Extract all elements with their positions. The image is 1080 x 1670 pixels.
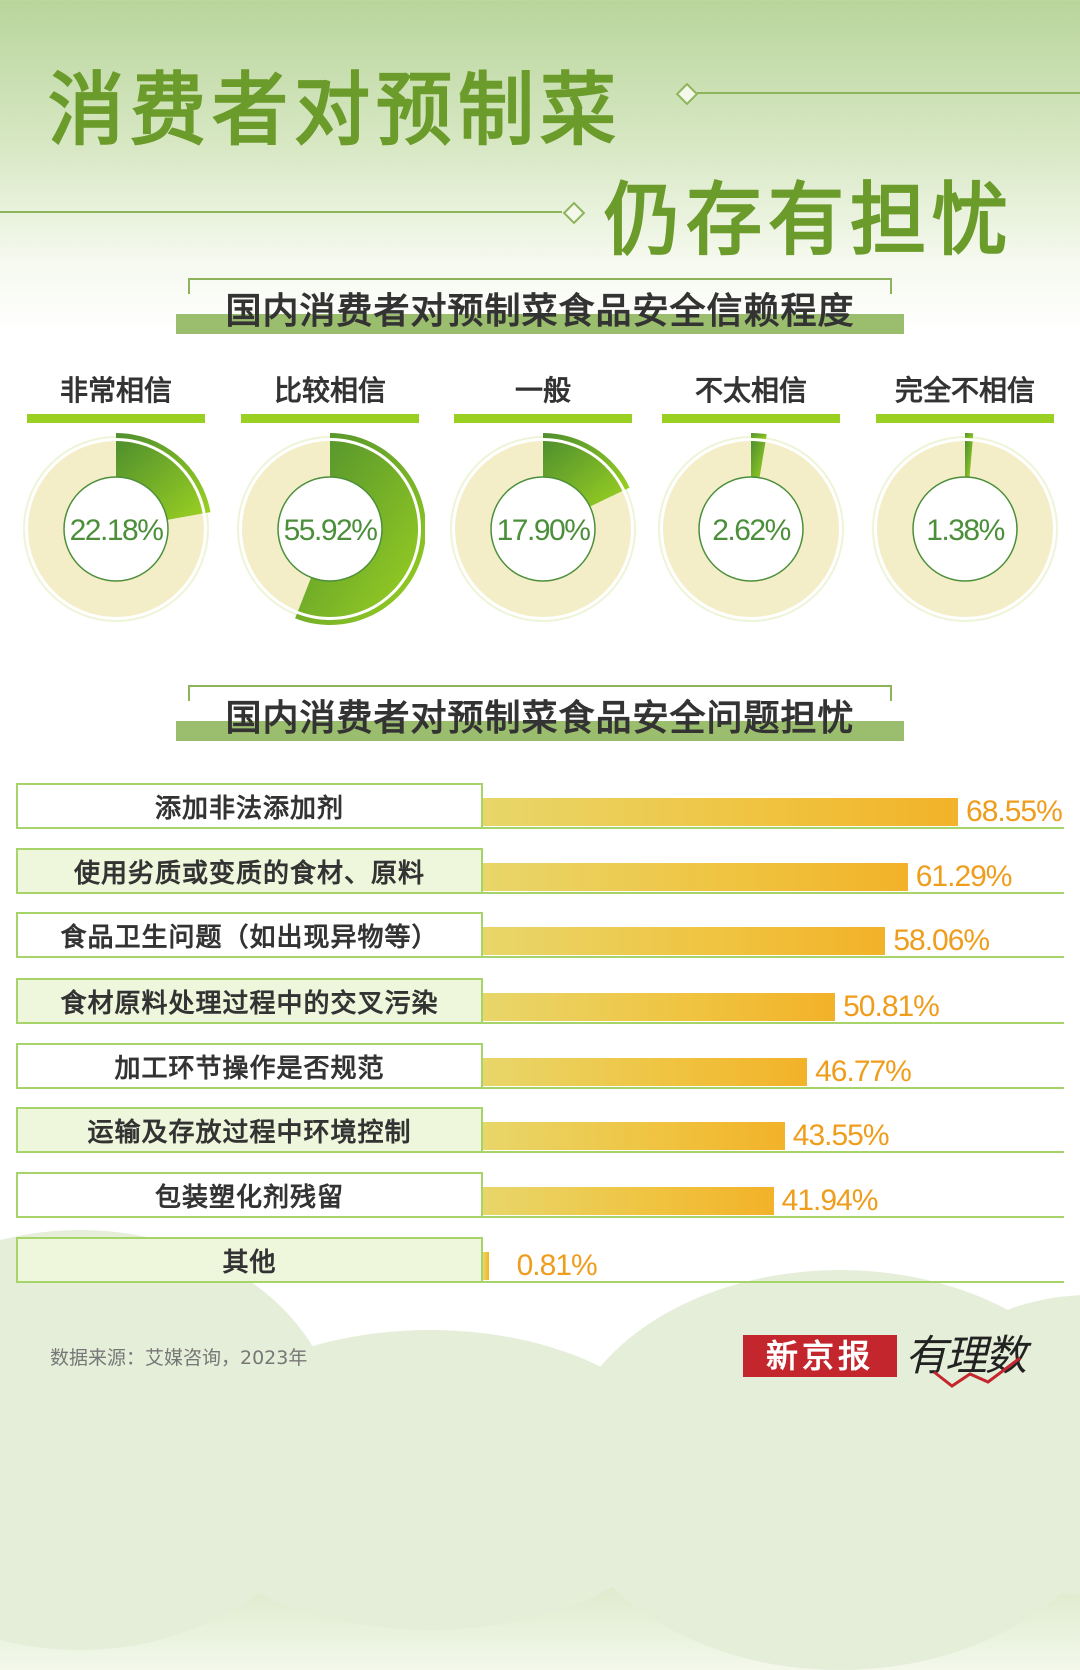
bar-baseline [481, 892, 1064, 894]
bar-fill [483, 1252, 489, 1280]
trust-donut-item: 完全不相信 1.38% [870, 372, 1060, 627]
bar-value: 0.81% [516, 1249, 598, 1282]
diamond-icon [675, 82, 699, 106]
bar-value: 50.81% [843, 990, 940, 1023]
donut-ring: 1.38% [872, 433, 1058, 622]
bar-category-label: 加工环节操作是否规范 [16, 1043, 483, 1089]
bar-baseline [481, 956, 1064, 958]
donut-ring: 17.90% [450, 433, 636, 622]
bar-category-label: 添加非法添加剂 [16, 783, 483, 829]
bar-row: 加工环节操作是否规范 46.77% [16, 1043, 1064, 1089]
bar-fill [483, 927, 886, 955]
title-line-2: 仍存有担忧 [604, 173, 1014, 267]
data-source: 数据来源：艾媒咨询，2023年 [50, 1347, 308, 1369]
bar-fill [483, 993, 836, 1021]
bar-fill [483, 863, 908, 891]
bar-value: 41.94% [781, 1184, 879, 1217]
bar-value: 61.29% [915, 860, 1013, 893]
trend-line-icon [933, 1356, 1021, 1388]
donut-label: 非常相信 [59, 374, 172, 407]
donut-label-underline [454, 414, 632, 423]
section-title-text: 国内消费者对预制菜食品安全问题担忧 [225, 698, 855, 739]
trust-donut-item: 比较相信 55.92% [235, 372, 425, 627]
bar-baseline [481, 1022, 1064, 1024]
bar-category-label: 运输及存放过程中环境控制 [16, 1107, 483, 1153]
bar-fill [483, 798, 959, 826]
donut-value: 2.62% [712, 514, 790, 547]
bar-fill [483, 1187, 774, 1215]
logo-youlishu: 有理数 [905, 1331, 1027, 1380]
bar-row: 其他 0.81% [16, 1237, 1064, 1283]
bar-value: 43.55% [792, 1119, 890, 1152]
donut-label-underline [27, 414, 205, 423]
trust-donut-item: 不太相信 2.62% [656, 372, 846, 627]
section-title-concerns: 国内消费者对预制菜食品安全问题担忧 [176, 685, 904, 741]
donut-ring: 2.62% [658, 433, 844, 622]
bar-row: 运输及存放过程中环境控制 43.55% [16, 1107, 1064, 1153]
bar-category-label: 食材原料处理过程中的交叉污染 [16, 978, 483, 1024]
section-title-bracket [188, 685, 892, 701]
bar-baseline [481, 1216, 1064, 1218]
donut-ring: 55.92% [237, 433, 425, 625]
bar-category-label: 使用劣质或变质的食材、原料 [16, 848, 483, 894]
donut-label: 不太相信 [694, 374, 807, 407]
donut-value: 1.38% [926, 514, 1004, 547]
bar-row: 食材原料处理过程中的交叉污染 50.81% [16, 978, 1064, 1024]
donut-label-underline [241, 414, 419, 423]
bar-row: 添加非法添加剂 68.55% [16, 783, 1064, 829]
donut-value: 17.90% [497, 514, 591, 547]
section-title-text: 国内消费者对预制菜食品安全信赖程度 [225, 291, 855, 332]
diamond-icon [562, 201, 586, 225]
title-line-1: 消费者对预制菜 [48, 63, 622, 157]
bar-category-label: 食品卫生问题（如出现异物等） [16, 912, 483, 958]
bar-baseline [481, 1151, 1064, 1153]
bar-fill [483, 1122, 785, 1150]
bar-value: 58.06% [893, 924, 990, 957]
bar-value: 68.55% [966, 795, 1063, 828]
section-title-bar [176, 314, 904, 334]
decorative-line [697, 92, 1080, 94]
donut-label: 比较相信 [273, 374, 386, 407]
decorative-line [0, 211, 562, 213]
section-title-bar [176, 721, 904, 741]
bar-row: 使用劣质或变质的食材、原料 61.29% [16, 848, 1064, 894]
trust-donut-item: 一般 17.90% [448, 372, 638, 627]
bar-row: 包装塑化剂残留 41.94% [16, 1172, 1064, 1218]
bar-baseline [481, 1087, 1064, 1089]
bar-row: 食品卫生问题（如出现异物等） 58.06% [16, 912, 1064, 958]
bar-category-label: 其他 [16, 1237, 483, 1283]
bar-baseline [481, 1281, 1064, 1283]
section-title-trust: 国内消费者对预制菜食品安全信赖程度 [176, 278, 904, 334]
logo-xinjingbao: 新京报 [743, 1335, 897, 1377]
bar-baseline [481, 827, 1064, 829]
donut-label: 完全不相信 [894, 374, 1035, 407]
bar-category-label: 包装塑化剂残留 [16, 1172, 483, 1218]
donut-label: 一般 [514, 374, 571, 407]
trust-donut-item: 非常相信 22.18% [21, 372, 211, 627]
donut-value: 22.18% [70, 514, 164, 547]
donut-value: 55.92% [284, 514, 378, 547]
donut-label-underline [876, 414, 1054, 423]
section-title-bracket [188, 278, 892, 294]
bar-fill [483, 1058, 808, 1086]
bar-value: 46.77% [815, 1055, 912, 1088]
donut-ring: 22.18% [23, 433, 211, 622]
donut-label-underline [662, 414, 840, 423]
